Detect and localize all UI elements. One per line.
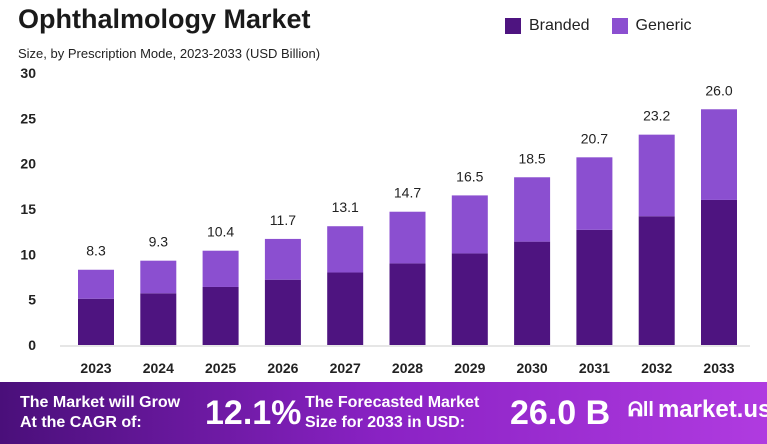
- legend-branded: Branded: [505, 17, 590, 35]
- footer-banner: The Market will Grow At the CAGR of: 12.1…: [0, 382, 767, 444]
- bar-generic-2032: [638, 134, 675, 217]
- y-tick-label: 30: [20, 65, 36, 81]
- x-tick-label: 2029: [454, 360, 485, 376]
- data-label-total: 20.7: [581, 130, 608, 146]
- legend: Branded Generic: [505, 17, 692, 35]
- bar-generic-2028: [389, 211, 426, 264]
- x-tick-label: 2026: [267, 360, 298, 376]
- data-label-total: 11.7: [270, 212, 296, 228]
- bar-branded-2029: [451, 253, 488, 345]
- bar-generic-2030: [514, 177, 551, 242]
- x-tick-label: 2027: [330, 360, 361, 376]
- legend-swatch: [505, 18, 521, 34]
- y-tick-label: 10: [20, 246, 36, 262]
- x-tick-label: 2031: [579, 360, 610, 376]
- data-label-total: 26.0: [705, 82, 732, 98]
- market-us-logo: ᕱll market.us: [628, 396, 767, 423]
- data-label-total: 14.7: [394, 185, 421, 201]
- bar-generic-2023: [78, 269, 114, 299]
- cagr-label: The Market will Grow At the CAGR of:: [20, 394, 181, 431]
- x-tick-label: 2032: [641, 360, 672, 376]
- chart-subtitle: Size, by Prescription Mode, 2023-2033 (U…: [18, 46, 321, 61]
- x-tick-label: 2023: [80, 360, 111, 376]
- x-tick-label: 2033: [703, 360, 734, 376]
- bar-branded-2030: [514, 241, 551, 345]
- bar-branded-2025: [202, 286, 239, 345]
- data-label-total: 18.5: [518, 150, 545, 166]
- y-tick-label: 20: [20, 156, 36, 172]
- cagr-value: 12.1%: [205, 394, 302, 432]
- bar-generic-2031: [576, 157, 613, 230]
- bar-branded-2032: [638, 216, 675, 345]
- x-tick-label: 2028: [392, 360, 423, 376]
- legend-label: Generic: [635, 17, 692, 34]
- x-tick-label: 2030: [517, 360, 548, 376]
- bar-generic-2025: [202, 250, 239, 287]
- bar-branded-2026: [264, 279, 301, 345]
- y-tick-label: 25: [20, 110, 36, 126]
- bar-branded-2031: [576, 229, 613, 345]
- data-label-total: 8.3: [86, 243, 106, 259]
- bar-generic-2026: [264, 238, 301, 280]
- bar-generic-2033: [701, 109, 737, 200]
- data-label-total: 23.2: [643, 108, 670, 124]
- bar-branded-2023: [78, 298, 114, 345]
- legend-swatch: [611, 18, 628, 34]
- data-label-total: 16.5: [456, 168, 483, 184]
- bar-branded-2027: [327, 272, 364, 345]
- y-tick-label: 0: [28, 337, 36, 353]
- logo-icon: ᕱll: [628, 398, 654, 421]
- legend-generic: Generic: [611, 17, 692, 35]
- data-label-total: 10.4: [207, 224, 234, 240]
- bar-branded-2028: [389, 263, 426, 345]
- forecast-label: The Forecasted Market Size for 2033 in US…: [305, 394, 480, 431]
- x-tick-label: 2025: [205, 360, 236, 376]
- bar-generic-2027: [327, 226, 364, 273]
- bar-chart: 0510152025308.320239.3202410.4202511.720…: [20, 65, 750, 376]
- data-label-total: 9.3: [149, 234, 169, 250]
- bar-branded-2033: [701, 199, 737, 345]
- forecast-value: 26.0 B: [510, 394, 611, 432]
- data-label-total: 13.1: [332, 199, 359, 215]
- chart-title: Ophthalmology Market: [18, 4, 311, 34]
- x-tick-label: 2024: [143, 360, 174, 376]
- bar-generic-2029: [451, 195, 488, 254]
- bar-branded-2024: [140, 293, 177, 345]
- y-tick-label: 15: [20, 201, 36, 217]
- y-tick-label: 5: [28, 292, 36, 308]
- bar-generic-2024: [140, 260, 177, 294]
- legend-label: Branded: [529, 17, 590, 34]
